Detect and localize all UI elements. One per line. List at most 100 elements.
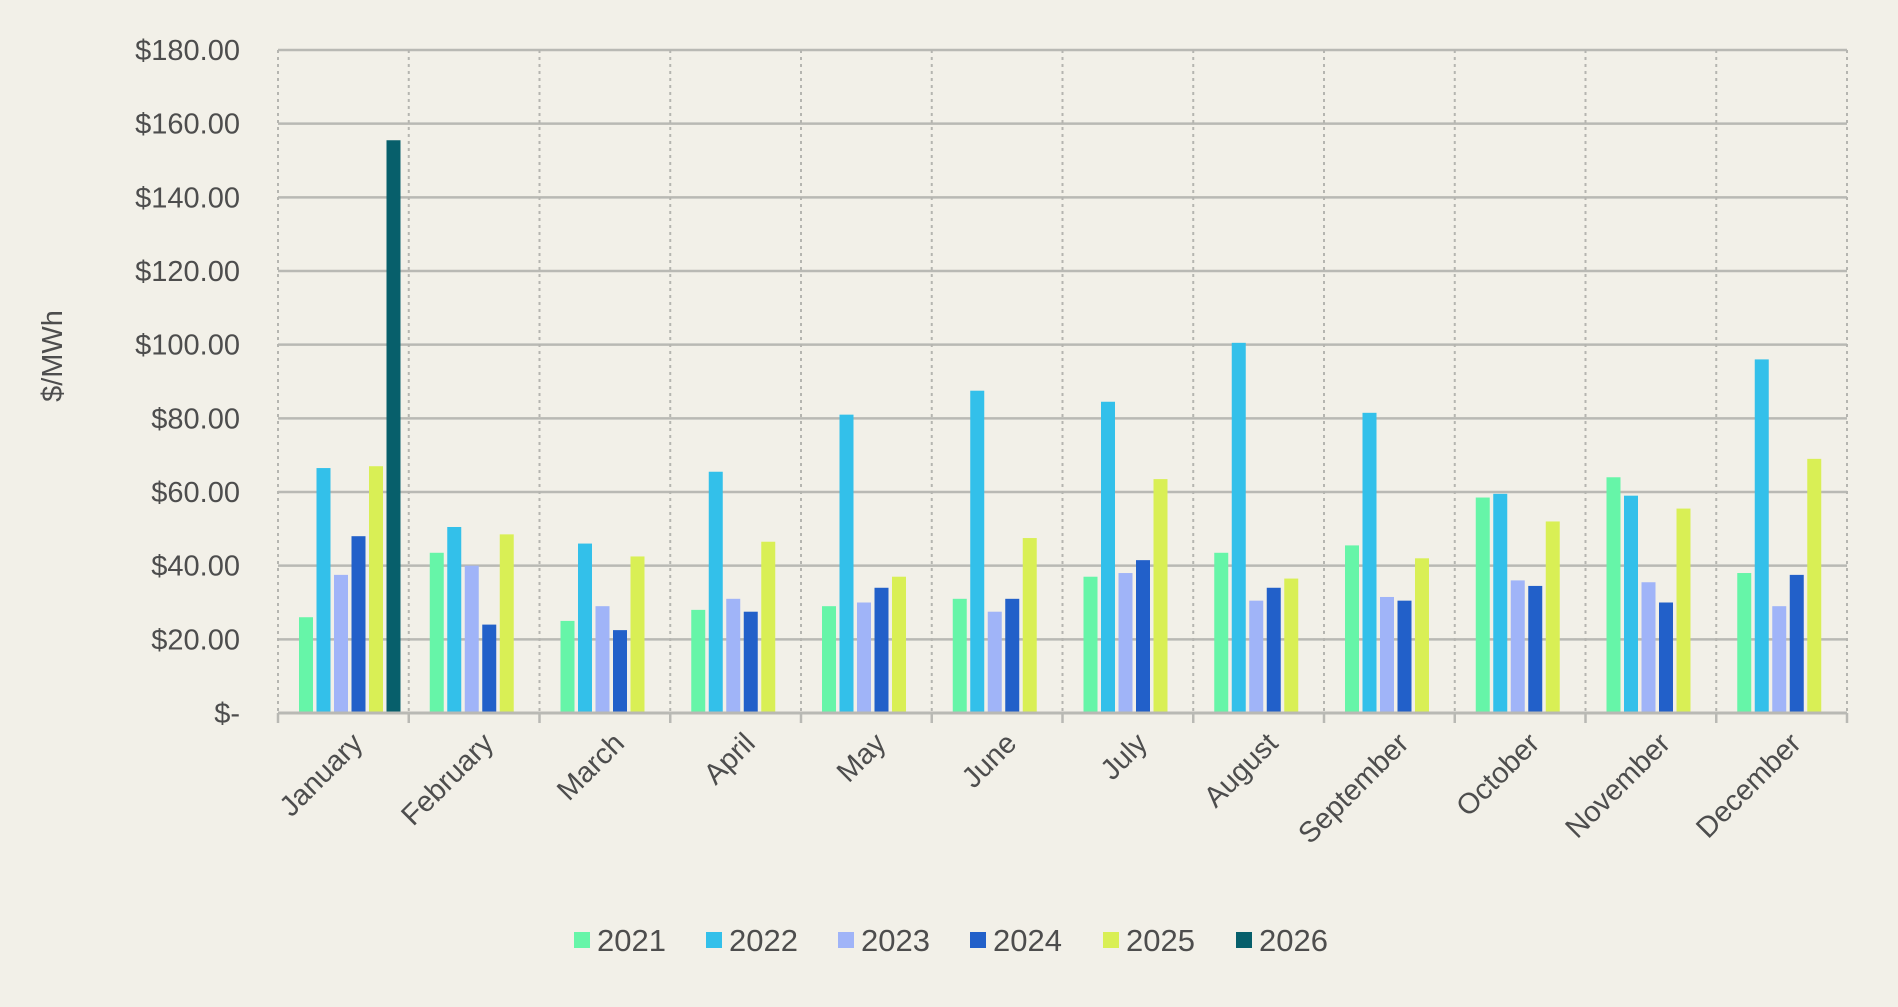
- bar-2021-may: [822, 606, 836, 713]
- x-tick-label: July: [1095, 727, 1154, 786]
- bar-2026-january: [386, 140, 401, 713]
- bar-2021-september: [1345, 545, 1359, 713]
- y-tick-label: $80.00: [151, 403, 240, 435]
- bar-2022-february: [447, 526, 462, 713]
- legend-label: 2021: [597, 923, 666, 958]
- bar-2021-november: [1606, 477, 1621, 713]
- y-tick-label: $160.00: [135, 109, 240, 141]
- bar-2024-november: [1659, 602, 1673, 713]
- bar-2021-january: [299, 617, 313, 713]
- bar-2024-january: [351, 536, 366, 713]
- x-tick-label: March: [551, 727, 631, 807]
- x-tick-label: January: [274, 727, 370, 823]
- bar-2022-july: [1101, 401, 1115, 713]
- legend-swatch: [970, 932, 986, 948]
- legend-swatch: [574, 932, 590, 948]
- bar-2023-november: [1641, 582, 1656, 713]
- bar-2024-december: [1789, 574, 1804, 713]
- legend-swatch: [1103, 932, 1119, 948]
- x-tick-label: February: [395, 727, 500, 832]
- bar-2024-may: [874, 587, 889, 713]
- bar-2023-march: [595, 606, 610, 713]
- legend-item-2023: 2023: [838, 923, 930, 958]
- legend-label: 2026: [1259, 923, 1328, 958]
- bar-2025-may: [892, 576, 906, 713]
- x-tick-label: October: [1450, 727, 1546, 823]
- bar-2022-november: [1624, 495, 1638, 713]
- bar-2022-june: [970, 390, 985, 713]
- y-tick-label: $60.00: [151, 477, 240, 509]
- bar-2025-september: [1415, 558, 1429, 713]
- legend-item-2022: 2022: [706, 923, 798, 958]
- bars: [299, 140, 1822, 713]
- x-tick-label: December: [1690, 727, 1807, 844]
- y-tick-label: $40.00: [151, 551, 240, 583]
- y-tick-label: $180.00: [135, 35, 240, 67]
- legend-label: 2023: [861, 923, 930, 958]
- bar-2024-october: [1528, 585, 1543, 713]
- bar-2023-january: [334, 574, 348, 713]
- bar-2024-july: [1136, 560, 1150, 713]
- bar-2025-june: [1022, 538, 1037, 713]
- legend-item-2024: 2024: [970, 923, 1062, 958]
- bar-2025-october: [1545, 521, 1560, 713]
- bar-2025-january: [369, 466, 383, 713]
- legend-label: 2024: [993, 923, 1062, 958]
- bar-2021-june: [952, 598, 967, 713]
- bar-2021-march: [560, 620, 575, 713]
- x-tick-label: August: [1198, 727, 1284, 813]
- bar-2022-august: [1231, 342, 1246, 713]
- bar-2024-august: [1266, 587, 1281, 713]
- y-tick-label: $140.00: [135, 182, 240, 214]
- bar-2022-october: [1493, 493, 1508, 713]
- legend-label: 2022: [729, 923, 798, 958]
- bar-2024-february: [482, 624, 497, 713]
- bar-2021-august: [1214, 552, 1229, 713]
- legend-item-2026: 2026: [1236, 923, 1328, 958]
- bar-2022-april: [708, 471, 723, 713]
- x-tick-label: April: [698, 727, 762, 791]
- bar-2023-june: [987, 611, 1002, 713]
- legend-item-2025: 2025: [1103, 923, 1195, 958]
- bar-2024-june: [1005, 598, 1020, 713]
- bar-2023-may: [857, 602, 871, 713]
- bar-2023-september: [1380, 596, 1394, 713]
- bar-2022-march: [578, 543, 592, 713]
- bar-2021-october: [1475, 497, 1490, 713]
- bar-2025-august: [1284, 578, 1299, 713]
- bar-2022-december: [1754, 359, 1769, 713]
- bar-2025-april: [761, 541, 776, 713]
- x-tick-label: June: [956, 727, 1023, 794]
- bar-2023-december: [1772, 606, 1787, 713]
- legend-swatch: [1236, 932, 1252, 948]
- bar-2024-march: [613, 630, 627, 713]
- legend-label: 2025: [1126, 923, 1195, 958]
- x-tick-label: November: [1560, 727, 1677, 844]
- bar-2025-november: [1676, 508, 1691, 713]
- y-tick-label: $20.00: [151, 624, 240, 656]
- bar-2024-september: [1397, 600, 1412, 713]
- legend-swatch: [706, 932, 722, 948]
- bar-2023-february: [464, 565, 479, 713]
- bar-2022-may: [839, 414, 854, 713]
- bar-2021-april: [691, 609, 706, 713]
- bar-2023-august: [1249, 600, 1264, 713]
- bar-2025-march: [630, 556, 645, 713]
- bar-2021-february: [429, 552, 444, 713]
- y-tick-label: $100.00: [135, 330, 240, 362]
- bar-2022-january: [316, 468, 331, 713]
- bar-2021-july: [1083, 576, 1098, 713]
- bar-2023-july: [1118, 573, 1133, 713]
- legend: 2021 2022 2023 2024 2025 2026: [574, 923, 1328, 958]
- y-axis-label: $/MWh: [37, 310, 69, 402]
- x-tick-label: May: [831, 727, 893, 789]
- legend-swatch: [838, 932, 854, 948]
- y-tick-label: $-: [214, 698, 240, 730]
- bar-2025-july: [1153, 479, 1168, 713]
- bar-2022-september: [1362, 412, 1377, 713]
- bar-2023-april: [726, 598, 741, 713]
- bar-2025-february: [499, 534, 514, 713]
- bar-2025-december: [1807, 458, 1822, 713]
